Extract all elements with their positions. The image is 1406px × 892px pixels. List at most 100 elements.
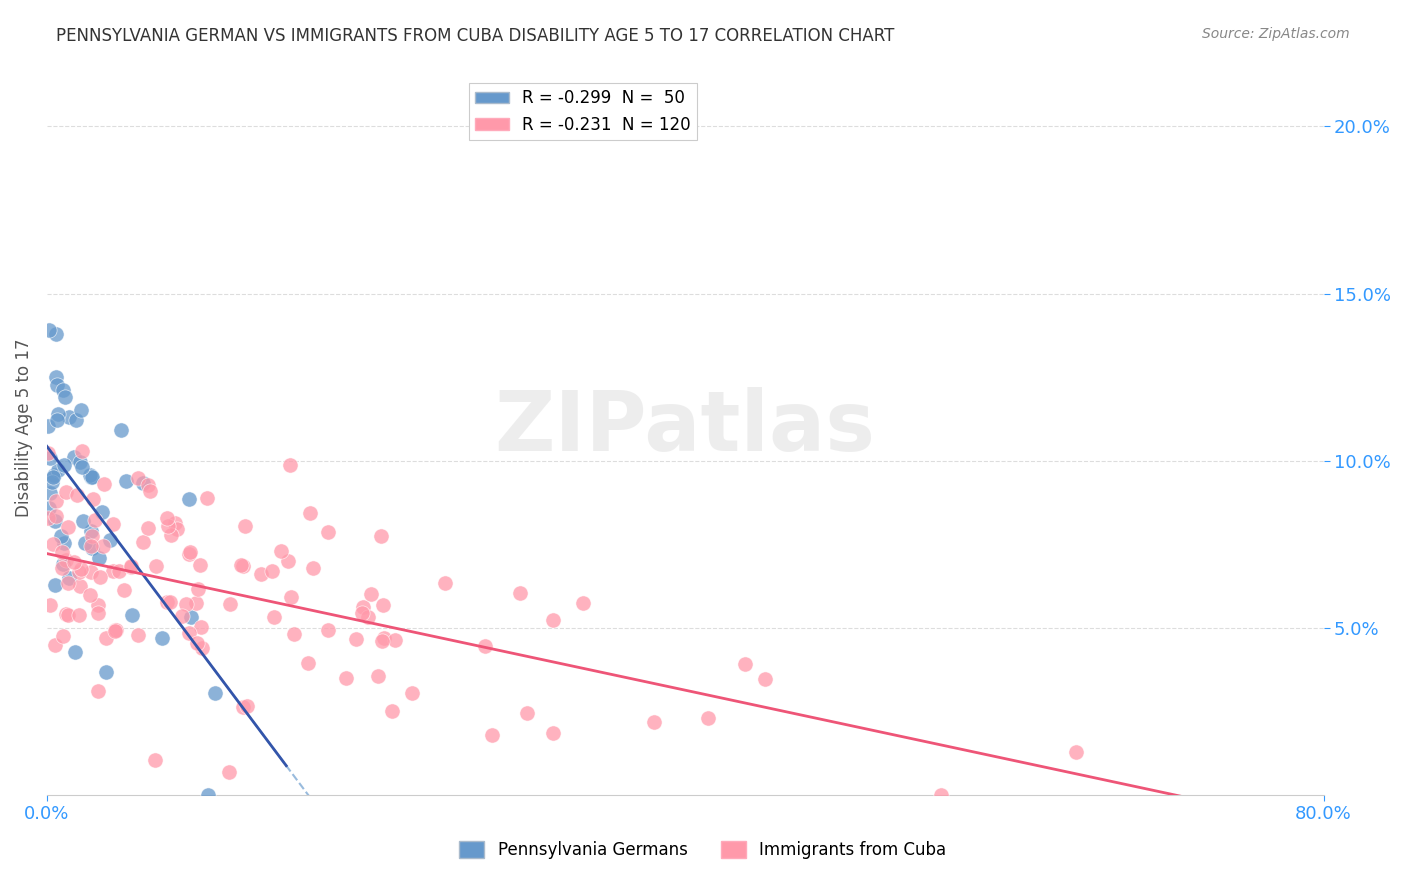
Point [39,598,62,612]
Point [38,500,60,515]
Point [145,559,167,574]
Point [371,634,394,648]
Point [52,383,75,397]
Point [270,543,292,558]
Point [1064,745,1087,759]
Point [58,520,80,534]
Point [127,628,149,642]
Point [190,640,212,655]
Point [69,579,91,593]
Point [67,565,90,579]
Point [51,529,73,543]
Point [195,491,218,505]
Point [357,609,380,624]
Point [350,607,373,621]
Point [157,518,180,533]
Point [754,672,776,686]
Point [132,535,155,549]
Point [38,486,60,500]
Point [79,524,101,538]
Point [107,565,129,579]
Point [249,567,271,582]
Point [37,511,59,525]
Point [66,488,89,502]
Point [263,610,285,624]
Point [101,516,124,531]
Text: ZIPatlas: ZIPatlas [495,387,876,467]
Point [82,492,104,507]
Point [44,577,66,591]
Point [89,570,111,584]
Point [120,559,142,574]
Point [63,645,86,659]
Point [70,444,93,458]
Point [91,539,114,553]
Point [55,485,77,500]
Point [509,586,531,600]
Point [166,523,188,537]
Point [42,468,65,483]
Point [232,559,254,574]
Point [156,511,179,525]
Point [127,470,149,484]
Point [160,528,183,542]
Point [55,553,77,567]
Point [190,620,212,634]
Point [104,624,127,638]
Point [360,586,382,600]
Point [298,506,321,520]
Point [79,589,101,603]
Point [232,700,254,714]
Point [45,326,67,341]
Point [87,598,110,612]
Point [105,624,128,638]
Point [39,450,62,465]
Point [179,547,201,561]
Point [82,529,104,543]
Point [156,595,179,609]
Point [52,629,75,643]
Point [543,725,565,739]
Y-axis label: Disability Age 5 to 17: Disability Age 5 to 17 [15,338,32,516]
Point [70,460,93,475]
Point [318,623,340,637]
Point [70,562,93,576]
Point [121,607,143,622]
Point [138,477,160,491]
Point [132,476,155,491]
Point [63,450,86,465]
Point [45,413,67,427]
Point [91,505,114,519]
Point [55,607,77,622]
Point [381,704,404,718]
Point [236,699,259,714]
Point [929,788,952,802]
Point [136,521,159,535]
Point [45,508,67,523]
Point [42,537,65,551]
Point [42,470,65,484]
Point [37,418,59,433]
Point [138,484,160,499]
Point [52,557,75,571]
Point [371,598,394,612]
Point [186,636,208,650]
Point [179,626,201,640]
Point [87,551,110,566]
Point [734,657,756,671]
Point [278,458,301,472]
Point [46,463,69,477]
Point [352,600,374,615]
Point [94,665,117,680]
Point [572,596,595,610]
Point [53,536,76,550]
Point [280,590,302,604]
Point [159,595,181,609]
Point [79,565,101,579]
Point [98,533,121,547]
Point [80,470,103,484]
Point [38,322,60,336]
Legend: Pennsylvania Germans, Immigrants from Cuba: Pennsylvania Germans, Immigrants from Cu… [453,834,953,866]
Point [165,516,187,531]
Point [37,446,59,460]
